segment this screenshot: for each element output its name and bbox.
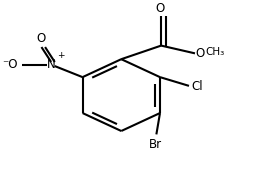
Text: N: N — [47, 58, 55, 71]
Text: ⁻O: ⁻O — [2, 58, 17, 71]
Text: Br: Br — [149, 138, 162, 151]
Text: O: O — [196, 47, 205, 60]
Text: CH₃: CH₃ — [205, 47, 224, 57]
Text: +: + — [57, 51, 65, 60]
Text: O: O — [155, 2, 165, 15]
Text: Cl: Cl — [191, 80, 203, 93]
Text: O: O — [37, 32, 46, 45]
